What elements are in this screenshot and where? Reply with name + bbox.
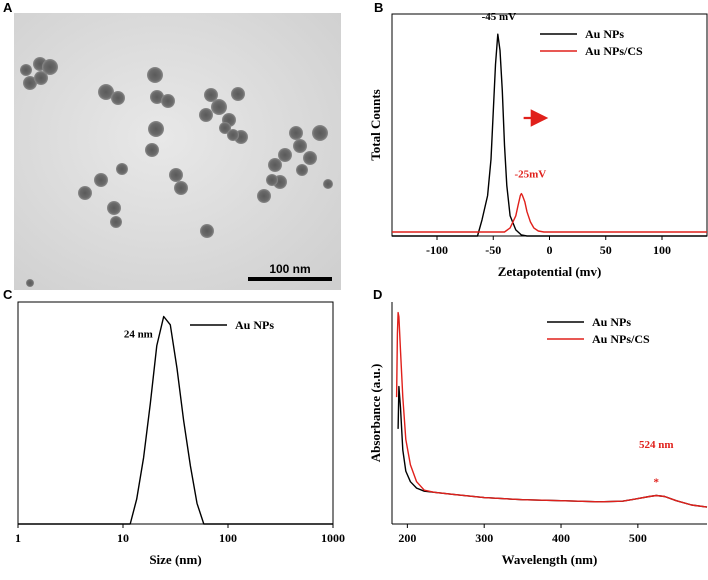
x-tick-label: 500 (629, 531, 647, 545)
nanoparticle (303, 151, 317, 165)
legend-entry: Au NPs/CS (592, 332, 650, 346)
x-axis-label: Wavelength (nm) (502, 552, 598, 567)
y-axis-label: Absorbance (a.u.) (368, 364, 383, 463)
nanoparticle (107, 201, 121, 215)
x-tick-label: 100 (219, 531, 237, 545)
series-line-1 (18, 315, 333, 525)
legend-entry: Au NPs (235, 318, 274, 332)
nanoparticle (145, 143, 159, 157)
nanoparticle (257, 189, 271, 203)
x-axis-label: Zetapotential (mv) (498, 264, 602, 279)
nanoparticle (26, 279, 34, 287)
panel-label-d: D (373, 287, 382, 302)
x-tick-label: 50 (600, 243, 612, 257)
nanoparticle (219, 122, 231, 134)
nanoparticle (110, 216, 122, 228)
chart-c: C 1 10 100 1000 Size (nm) Au NPs 24 nm (3, 287, 345, 567)
chart-d: D 200 300 400 500 Wavelength (nm) Absorbance (… (368, 287, 708, 567)
nanoparticle (268, 158, 282, 172)
scale-bar (248, 277, 332, 281)
nanoparticle (23, 76, 37, 90)
legend-entry: Au NPs (585, 27, 624, 41)
nanoparticle (278, 148, 292, 162)
x-tick-label: 100 (653, 243, 671, 257)
tem-image: 100 nm (14, 13, 341, 290)
series-line-2 (395, 311, 708, 508)
nanoparticle (296, 164, 308, 176)
nanoparticle (161, 94, 175, 108)
nanoparticle (111, 91, 125, 105)
nanoparticle (169, 168, 183, 182)
nanoparticle (200, 224, 214, 238)
x-tick-label: 1 (15, 531, 21, 545)
nanoparticle (227, 129, 239, 141)
nanoparticle (323, 179, 333, 189)
nanoparticle (116, 163, 128, 175)
x-tick-label: 10 (117, 531, 129, 545)
x-tick-label: 1000 (321, 531, 345, 545)
nanoparticle (312, 125, 328, 141)
scale-bar-label: 100 nm (269, 262, 310, 276)
nanoparticle (148, 121, 164, 137)
annotation-label: -25mV (514, 168, 546, 180)
y-axis-label: Total Counts (368, 89, 383, 160)
nanoparticle (42, 59, 58, 75)
panel-label-a: A (3, 0, 13, 15)
annotation-label: 524 nm (639, 439, 674, 451)
x-axis-label: Size (nm) (149, 552, 201, 567)
x-tick-label: 300 (475, 531, 493, 545)
nanoparticle (289, 126, 303, 140)
panel-label-b: B (374, 0, 383, 15)
x-tick-label: 200 (398, 531, 416, 545)
nanoparticle (147, 67, 163, 83)
annotation-label: -45 mV (482, 11, 517, 23)
nanoparticle (20, 64, 32, 76)
nanoparticle (150, 90, 164, 104)
series-line-2 (392, 192, 707, 233)
plot-frame (391, 13, 708, 237)
nanoparticle (78, 186, 92, 200)
x-tick-label: 0 (547, 243, 553, 257)
nanoparticle (204, 88, 218, 102)
nanoparticle (231, 87, 245, 101)
series-line-1 (392, 33, 707, 237)
nanoparticle (199, 108, 213, 122)
annotation-label: * (654, 477, 660, 489)
panel-label-c: C (3, 287, 13, 302)
annotation-label: 24 nm (124, 328, 153, 340)
x-tick-label: 400 (552, 531, 570, 545)
plot-frame (17, 301, 334, 525)
nanoparticles (20, 57, 333, 287)
nanoparticle (293, 139, 307, 153)
legend-entry: Au NPs (592, 315, 631, 329)
nanoparticle (98, 84, 114, 100)
nanoparticle (266, 174, 278, 186)
nanoparticle (174, 181, 188, 195)
nanoparticle (211, 99, 227, 115)
chart-b: B -100 -50 0 50 100 Zetapotential (mv) Total Co… (368, 0, 708, 279)
nanoparticle (34, 71, 48, 85)
x-tick-label: -50 (485, 243, 501, 257)
x-tick-label: -100 (426, 243, 448, 257)
legend-entry: Au NPs/CS (585, 44, 643, 58)
nanoparticle (94, 173, 108, 187)
